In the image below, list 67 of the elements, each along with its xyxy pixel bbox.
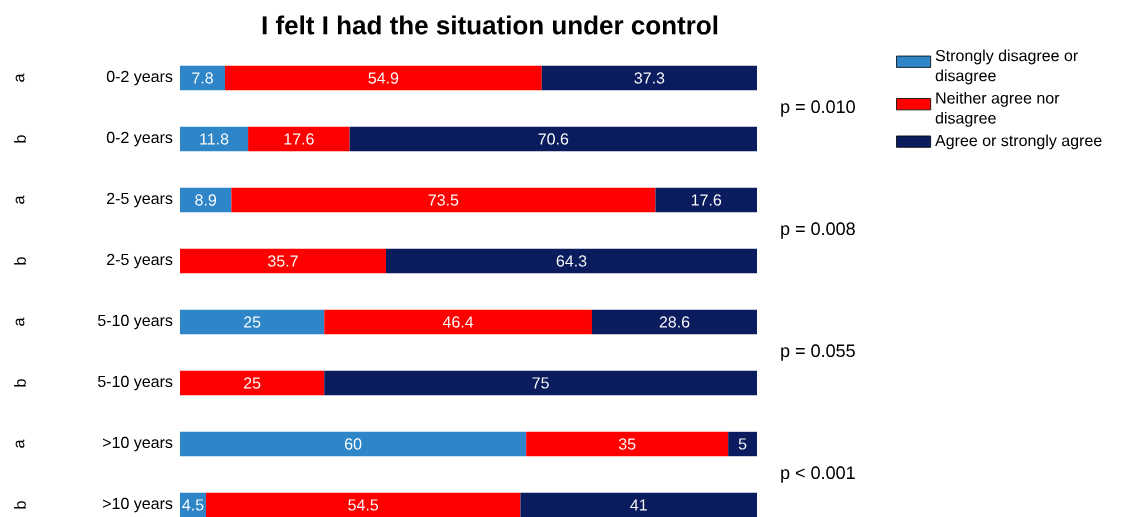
bar — [526, 431, 729, 457]
legend-label: Agree or strongly agree — [935, 134, 1102, 150]
legend-label: Strongly disagree or disagree — [935, 49, 1078, 85]
y-tick-label: 0-2 years — [106, 131, 173, 147]
text: p = 0.055 — [781, 344, 855, 361]
y-tick-label: 0-2 years — [106, 70, 173, 86]
bar — [324, 309, 592, 335]
data-label: 35.7 — [268, 255, 298, 267]
bar — [728, 431, 757, 457]
data-label: 28.6 — [659, 316, 690, 328]
text: a — [15, 317, 25, 326]
data-label: 60 — [345, 438, 362, 450]
bar — [541, 65, 757, 91]
y-tick-label: 5-10 years — [97, 375, 173, 391]
text: a — [15, 439, 25, 448]
data-label: 70.6 — [538, 133, 569, 145]
bar — [180, 431, 527, 457]
data-label: 54.5 — [348, 499, 379, 511]
data-label: 7.8 — [192, 72, 213, 84]
y-tick-label: 5-10 years — [97, 314, 173, 330]
text: a — [15, 195, 25, 204]
data-label: 4.5 — [182, 499, 204, 511]
y-tick-label: >10 years — [103, 436, 173, 452]
text: p < 0.001 — [781, 466, 855, 483]
bar — [324, 370, 757, 396]
data-label: 75 — [532, 377, 549, 389]
data-label: 17.6 — [691, 194, 722, 206]
bar — [349, 126, 757, 152]
bar — [180, 65, 226, 91]
data-label: 46.4 — [442, 316, 474, 328]
bar — [520, 492, 757, 517]
text: p = 0.008 — [781, 222, 855, 239]
data-label: 8.9 — [195, 194, 217, 206]
data-label: 11.8 — [200, 133, 229, 145]
bar — [205, 492, 521, 517]
data-label: 5 — [738, 438, 747, 450]
y-tick-label: 2-5 years — [107, 253, 173, 269]
data-label: 17.6 — [284, 133, 314, 145]
data-label: 25 — [244, 377, 261, 389]
data-label: 37.3 — [634, 72, 665, 84]
legend-label: Neither agree nor disagree — [935, 91, 1060, 127]
bar — [231, 187, 656, 213]
bar — [180, 248, 386, 274]
data-label: 64.3 — [556, 255, 587, 267]
text: p = 0.010 — [781, 100, 855, 117]
y-tick-label: >10 years — [103, 497, 173, 513]
chart-title: I felt I had the situation under control — [262, 15, 718, 35]
text: a — [15, 73, 25, 82]
bar — [180, 126, 249, 152]
bar — [655, 187, 757, 213]
data-label: 73.5 — [428, 194, 459, 206]
data-label: 41 — [630, 499, 647, 511]
bar — [385, 248, 757, 274]
bar — [180, 370, 325, 396]
text: b — [14, 379, 26, 387]
bar — [591, 309, 757, 335]
text: b — [14, 501, 26, 509]
bar — [180, 187, 232, 213]
bar — [225, 65, 542, 91]
bar — [248, 126, 350, 152]
text: b — [14, 135, 26, 143]
data-label: 25 — [244, 316, 261, 328]
data-label: 54.9 — [368, 72, 399, 84]
bar — [180, 309, 325, 335]
data-label: 35 — [618, 438, 636, 450]
text: b — [14, 257, 26, 265]
y-tick-label: 2-5 years — [107, 192, 173, 208]
